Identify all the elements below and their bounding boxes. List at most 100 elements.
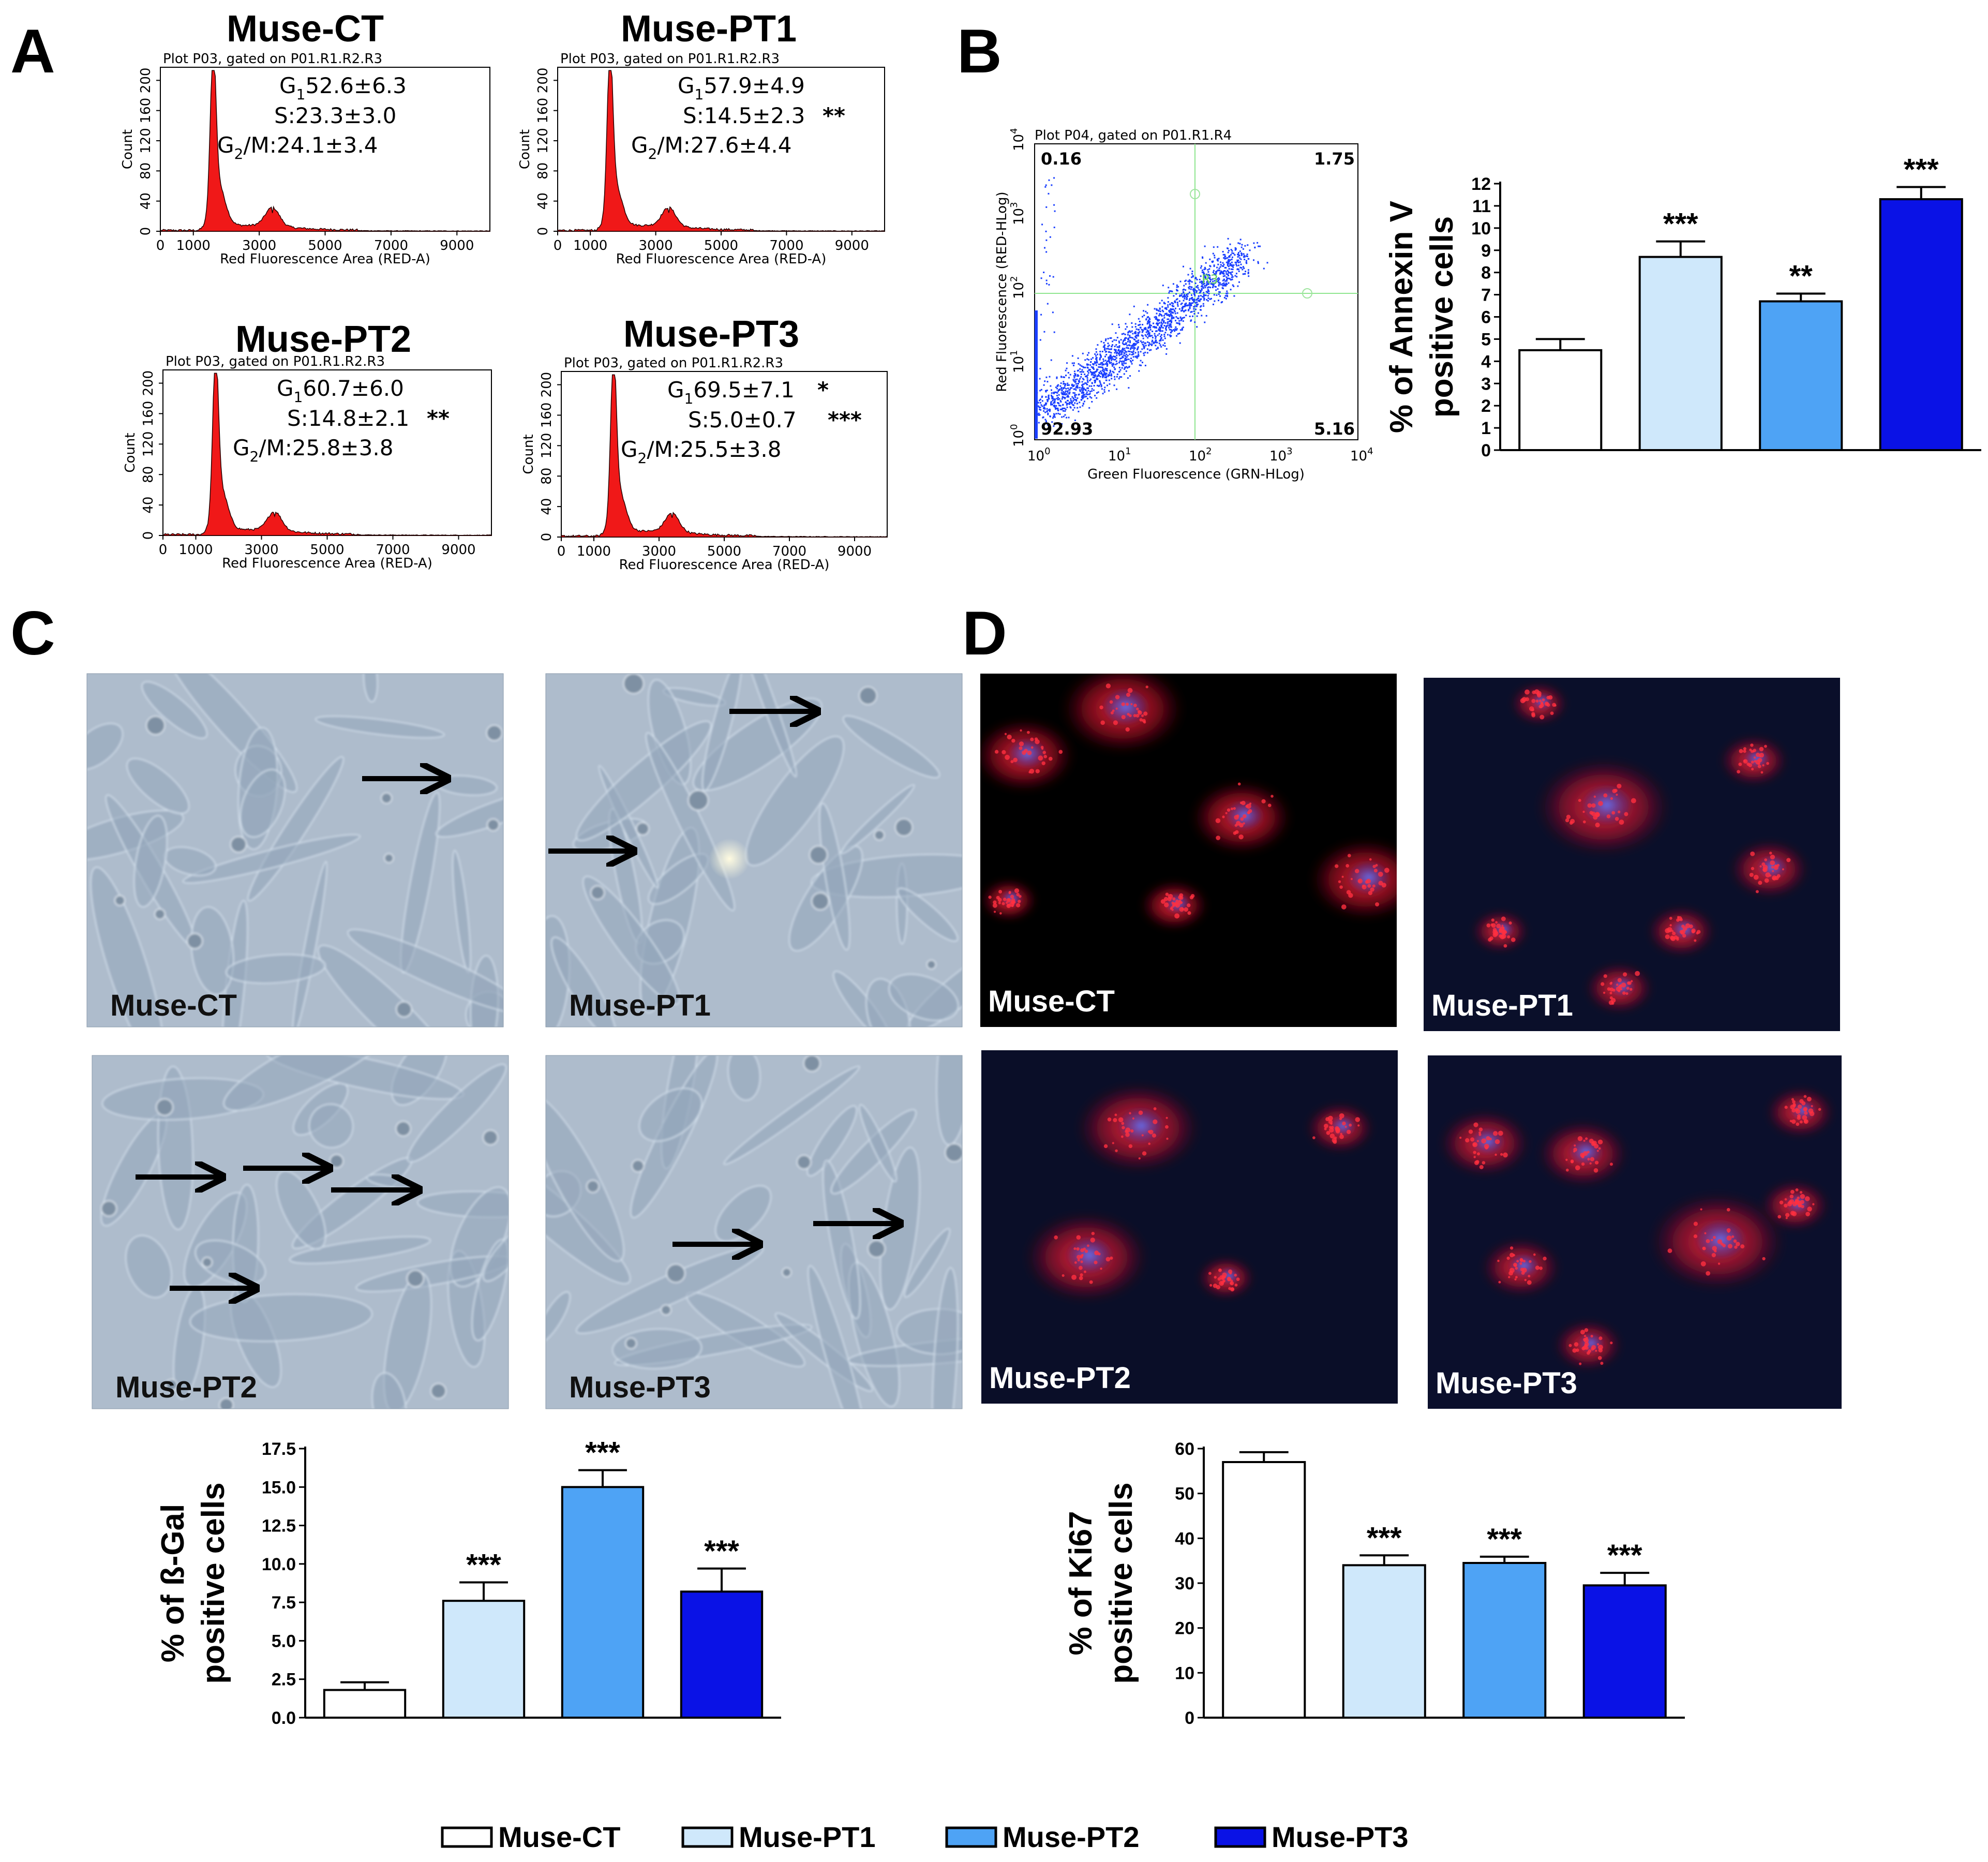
scatter-point — [1232, 284, 1234, 286]
micrograph-label: Muse-PT3 — [569, 1371, 711, 1404]
scatter-point — [1132, 344, 1134, 346]
scatter-point — [1074, 379, 1077, 381]
scatter-point — [1148, 349, 1150, 351]
scatter-point — [1188, 288, 1190, 290]
bar-y-label-line2: positive cells — [196, 1482, 231, 1684]
scatter-point — [1105, 377, 1107, 379]
scatter-point — [1114, 346, 1116, 348]
scatter-point — [1087, 364, 1089, 366]
quadrant-lr: 5.16 — [1314, 419, 1355, 439]
fluorescence-image-muse-ct: Muse-CT — [980, 674, 1397, 1027]
scatter-point — [1045, 391, 1047, 393]
scatter-point — [1174, 310, 1176, 312]
scatter-point — [1089, 369, 1091, 370]
scatter-point — [1117, 350, 1119, 351]
scatter-point — [1105, 363, 1108, 365]
scatter-point — [1115, 363, 1117, 365]
significance-mark: *** — [704, 1535, 739, 1568]
scatter-point — [1158, 319, 1160, 321]
scatter-point — [1218, 279, 1220, 281]
scatter-point — [1159, 326, 1161, 328]
phase-micrograph-muse-pt2: Muse-PT2 — [92, 1055, 509, 1409]
scatter-point — [1103, 371, 1105, 373]
scatter-point — [1203, 305, 1205, 307]
scatter-point — [1053, 393, 1055, 394]
scatter-point — [1120, 361, 1123, 363]
scatter-point — [1126, 345, 1128, 347]
scatter-point — [1225, 258, 1227, 260]
scatter-point — [1165, 307, 1167, 309]
scatter-point — [1132, 360, 1134, 361]
scatter-point — [1176, 289, 1178, 291]
scatter-point — [1057, 398, 1059, 400]
scatter-point — [1112, 370, 1114, 373]
scatter-point — [1148, 322, 1150, 324]
scatter-point — [1083, 388, 1085, 390]
scatter-point — [1051, 184, 1053, 186]
scatter-point — [1085, 395, 1087, 397]
scatter-point — [1080, 374, 1082, 375]
scatter-point — [1078, 363, 1080, 365]
scatter-point — [1216, 294, 1218, 296]
scatter-point — [1112, 340, 1114, 342]
scatter-point — [1151, 343, 1153, 345]
scatter-point — [1107, 348, 1109, 350]
scatter-point — [1041, 224, 1043, 226]
scatter-point — [1130, 336, 1132, 338]
scatter-point — [1148, 321, 1150, 323]
scatter-point — [1067, 372, 1069, 374]
scatter-point — [1115, 351, 1117, 352]
scatter-point — [1214, 255, 1215, 257]
scatter-point — [1138, 332, 1140, 334]
scatter-point — [1108, 348, 1110, 350]
scatter-point — [1217, 258, 1219, 260]
bar-muse-pt1 — [1342, 1564, 1426, 1719]
scatter-point — [1247, 258, 1249, 260]
scatter-point — [1065, 408, 1067, 410]
scatter-point — [1056, 376, 1058, 378]
scatter-point — [1081, 381, 1083, 383]
scatter-point — [1240, 246, 1243, 248]
scatter-point — [1142, 335, 1144, 337]
scatter-point — [1139, 364, 1141, 366]
scatter-point — [1070, 398, 1072, 400]
scatter-point — [1061, 398, 1063, 400]
scatter-point — [1052, 398, 1054, 400]
scatter-point — [1203, 299, 1205, 301]
scatter-point — [1082, 403, 1084, 405]
scatter-point — [1213, 294, 1215, 296]
bar-muse-ct — [1222, 1461, 1306, 1719]
scatter-point — [1082, 396, 1084, 398]
significance-mark: *** — [466, 1548, 501, 1582]
scatter-point — [1138, 339, 1140, 341]
scatter-point — [1060, 388, 1063, 390]
scatter-point — [1116, 354, 1118, 356]
scatter-point — [1165, 312, 1168, 315]
scatter-point — [1073, 380, 1075, 382]
scatter-point — [1229, 256, 1231, 258]
scatter-point — [1110, 337, 1112, 339]
scatter-point — [1091, 388, 1093, 390]
scatter-point — [1219, 282, 1221, 284]
scatter-point — [1149, 327, 1152, 329]
scatter-x-tick: 102 — [1189, 446, 1212, 464]
scatter-point — [1230, 289, 1232, 291]
stat-g1: G157.9±4.9 — [678, 73, 805, 103]
scatter-point — [1147, 337, 1149, 339]
scatter-point — [1129, 360, 1131, 362]
scatter-point — [1170, 331, 1172, 333]
scatter-point — [1248, 275, 1250, 277]
scatter-point — [1135, 337, 1138, 339]
scatter-point — [1222, 254, 1224, 256]
scatter-point — [1204, 287, 1206, 289]
scatter-point — [1101, 388, 1103, 390]
scatter-point — [1165, 329, 1167, 331]
scatter-y-tick: 102 — [1009, 276, 1027, 299]
scatter-point — [1190, 320, 1192, 322]
scatter-point — [1136, 357, 1138, 359]
scatter-point — [1109, 351, 1111, 353]
scatter-point — [1164, 307, 1166, 309]
scatter-point — [1183, 265, 1184, 267]
scatter-point — [1183, 288, 1185, 290]
scatter-point — [1254, 247, 1256, 249]
